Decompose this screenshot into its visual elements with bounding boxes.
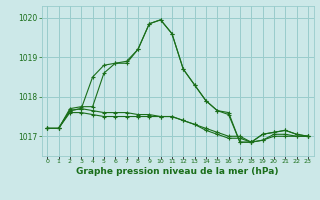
X-axis label: Graphe pression niveau de la mer (hPa): Graphe pression niveau de la mer (hPa) — [76, 167, 279, 176]
